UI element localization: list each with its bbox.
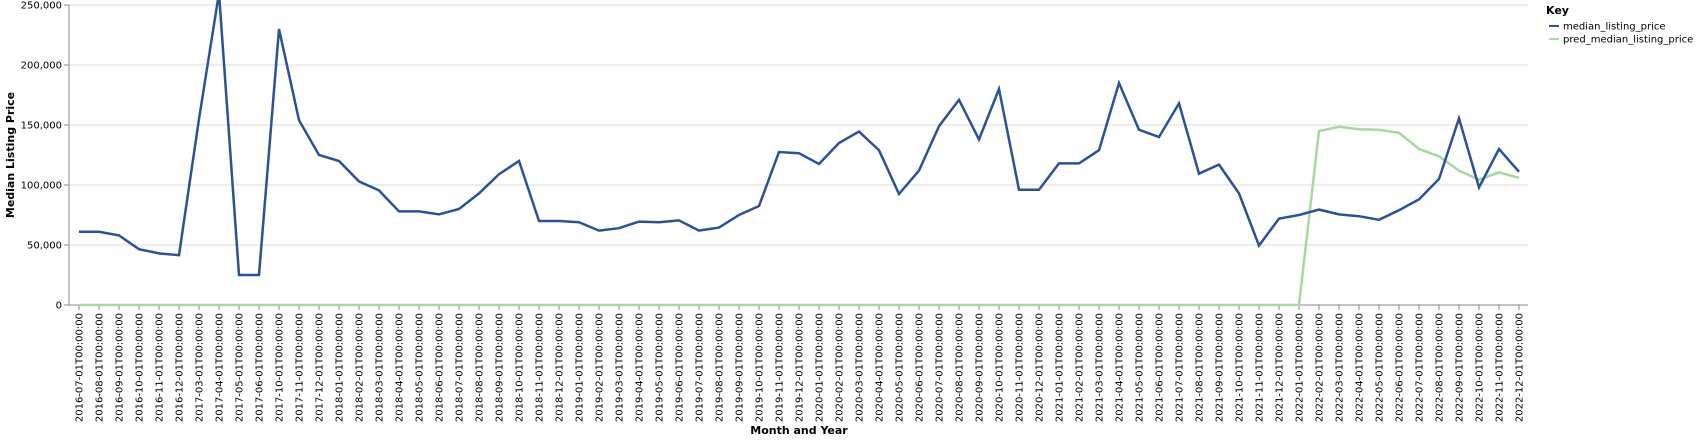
x-tick-label: 2022-04-01T00:00:00 bbox=[1355, 313, 1366, 422]
x-axis: 2016-07-01T00:00:00 2016-08-01T00:00:00 20… bbox=[75, 305, 1526, 422]
x-tick-label: 2019-11-01T00:00:00 bbox=[775, 313, 786, 422]
y-tick-label: 150,000 bbox=[21, 121, 62, 132]
x-tick-label: 2016-12-01T00:00:00 bbox=[175, 313, 186, 422]
legend-label: median_listing_price bbox=[1563, 22, 1666, 33]
x-tick-label: 2019-05-01T00:00:00 bbox=[655, 313, 666, 422]
x-tick-label: 2017-11-01T00:00:00 bbox=[295, 313, 306, 422]
plot-area bbox=[68, 5, 1528, 306]
x-tick-label: 2021-02-01T00:00:00 bbox=[1075, 313, 1086, 422]
x-tick-label: 2020-10-01T00:00:00 bbox=[995, 313, 1006, 422]
x-tick-label: 2021-03-01T00:00:00 bbox=[1095, 313, 1106, 422]
x-tick-label: 2020-01-01T00:00:00 bbox=[815, 313, 826, 422]
x-tick-label: 2018-11-01T00:00:00 bbox=[535, 313, 546, 422]
x-tick-label: 2018-01-01T00:00:00 bbox=[335, 313, 346, 422]
x-tick-label: 2019-12-01T00:00:00 bbox=[795, 313, 806, 422]
x-tick-label: 2016-11-01T00:00:00 bbox=[155, 313, 166, 422]
x-tick-label: 2017-05-01T00:00:00 bbox=[235, 313, 246, 422]
x-tick-label: 2019-07-01T00:00:00 bbox=[695, 313, 706, 422]
x-tick-label: 2017-12-01T00:00:00 bbox=[315, 313, 326, 422]
x-tick-label: 2021-06-01T00:00:00 bbox=[1155, 313, 1166, 422]
x-tick-label: 2018-06-01T00:00:00 bbox=[435, 313, 446, 422]
x-tick-label: 2021-05-01T00:00:00 bbox=[1135, 313, 1146, 422]
x-tick-label: 2018-12-01T00:00:00 bbox=[555, 313, 566, 422]
x-tick-label: 2022-10-01T00:00:00 bbox=[1475, 313, 1486, 422]
x-tick-label: 2020-04-01T00:00:00 bbox=[875, 313, 886, 422]
x-tick-label: 2019-10-01T00:00:00 bbox=[755, 313, 766, 422]
x-tick-label: 2022-08-01T00:00:00 bbox=[1435, 313, 1446, 422]
x-tick-label: 2020-08-01T00:00:00 bbox=[955, 313, 966, 422]
x-tick-label: 2022-11-01T00:00:00 bbox=[1495, 313, 1506, 422]
y-axis-label: Median Listing Price bbox=[4, 92, 17, 218]
x-tick-label: 2020-12-01T00:00:00 bbox=[1035, 313, 1046, 422]
x-tick-label: 2018-10-01T00:00:00 bbox=[515, 313, 526, 422]
legend-title: Key bbox=[1546, 4, 1569, 17]
y-tick-label: 100,000 bbox=[21, 181, 62, 192]
x-tick-label: 2021-01-01T00:00:00 bbox=[1055, 313, 1066, 422]
x-tick-label: 2018-03-01T00:00:00 bbox=[375, 313, 386, 422]
x-tick-label: 2020-02-01T00:00:00 bbox=[835, 313, 846, 422]
x-tick-label: 2019-02-01T00:00:00 bbox=[595, 313, 606, 422]
x-axis-label: Month and Year bbox=[750, 424, 848, 437]
x-tick-label: 2021-04-01T00:00:00 bbox=[1115, 313, 1126, 422]
x-tick-label: 2019-09-01T00:00:00 bbox=[735, 313, 746, 422]
series-lines bbox=[79, 0, 1520, 307]
x-tick-label: 2020-06-01T00:00:00 bbox=[915, 313, 926, 422]
gridlines bbox=[69, 4, 1528, 306]
x-tick-label: 2022-05-01T00:00:00 bbox=[1375, 313, 1386, 422]
y-tick-label: 0 bbox=[56, 301, 62, 312]
x-tick-label: 2017-06-01T00:00:00 bbox=[255, 313, 266, 422]
x-tick-label: 2017-04-01T00:00:00 bbox=[215, 313, 226, 422]
x-tick-label: 2018-05-01T00:00:00 bbox=[415, 313, 426, 422]
x-tick-label: 2022-09-01T00:00:00 bbox=[1455, 313, 1466, 422]
x-tick-label: 2021-10-01T00:00:00 bbox=[1235, 313, 1246, 422]
x-tick-label: 2018-08-01T00:00:00 bbox=[475, 313, 486, 422]
x-tick-label: 2018-07-01T00:00:00 bbox=[455, 313, 466, 422]
x-tick-label: 2022-01-01T00:00:00 bbox=[1295, 313, 1306, 422]
x-tick-label: 2020-07-01T00:00:00 bbox=[935, 313, 946, 422]
x-tick-label: 2022-06-01T00:00:00 bbox=[1395, 313, 1406, 422]
x-tick-label: 2022-02-01T00:00:00 bbox=[1315, 313, 1326, 422]
x-tick-label: 2022-03-01T00:00:00 bbox=[1335, 313, 1346, 422]
x-tick-label: 2016-07-01T00:00:00 bbox=[75, 313, 86, 422]
x-tick-label: 2021-07-01T00:00:00 bbox=[1175, 313, 1186, 422]
series-line-pred_median_listing_price bbox=[79, 125, 1520, 307]
x-tick-label: 2016-10-01T00:00:00 bbox=[135, 313, 146, 422]
x-tick-label: 2020-03-01T00:00:00 bbox=[855, 313, 866, 422]
y-tick-label: 50,000 bbox=[27, 241, 62, 252]
y-axis: 0 50,000 100,000 150,000 200,000 250,000 bbox=[21, 1, 69, 312]
x-tick-label: 2016-09-01T00:00:00 bbox=[115, 313, 126, 422]
x-tick-label: 2021-12-01T00:00:00 bbox=[1275, 313, 1286, 422]
series-line-median_listing_price bbox=[79, 0, 1520, 277]
x-tick-label: 2021-11-01T00:00:00 bbox=[1255, 313, 1266, 422]
x-tick-label: 2019-06-01T00:00:00 bbox=[675, 313, 686, 422]
x-tick-label: 2017-03-01T00:00:00 bbox=[195, 313, 206, 422]
x-tick-label: 2020-11-01T00:00:00 bbox=[1015, 313, 1026, 422]
x-tick-label: 2019-08-01T00:00:00 bbox=[715, 313, 726, 422]
x-tick-label: 2021-08-01T00:00:00 bbox=[1195, 313, 1206, 422]
x-tick-label: 2017-10-01T00:00:00 bbox=[275, 313, 286, 422]
legend-label: pred_median_listing_price bbox=[1563, 35, 1693, 46]
x-tick-label: 2020-05-01T00:00:00 bbox=[895, 313, 906, 422]
x-tick-label: 2018-04-01T00:00:00 bbox=[395, 313, 406, 422]
legend: Key median_listing_price pred_median_list… bbox=[1546, 4, 1693, 46]
x-tick-label: 2018-02-01T00:00:00 bbox=[355, 313, 366, 422]
x-tick-label: 2020-09-01T00:00:00 bbox=[975, 313, 986, 422]
x-tick-label: 2021-09-01T00:00:00 bbox=[1215, 313, 1226, 422]
x-tick-label: 2022-07-01T00:00:00 bbox=[1415, 313, 1426, 422]
x-tick-label: 2019-04-01T00:00:00 bbox=[635, 313, 646, 422]
x-tick-label: 2019-01-01T00:00:00 bbox=[575, 313, 586, 422]
x-tick-label: 2019-03-01T00:00:00 bbox=[615, 313, 626, 422]
x-tick-label: 2016-08-01T00:00:00 bbox=[95, 313, 106, 422]
x-tick-label: 2018-09-01T00:00:00 bbox=[495, 313, 506, 422]
y-tick-label: 250,000 bbox=[21, 1, 62, 12]
x-tick-label: 2022-12-01T00:00:00 bbox=[1515, 313, 1526, 422]
y-tick-label: 200,000 bbox=[21, 61, 62, 72]
